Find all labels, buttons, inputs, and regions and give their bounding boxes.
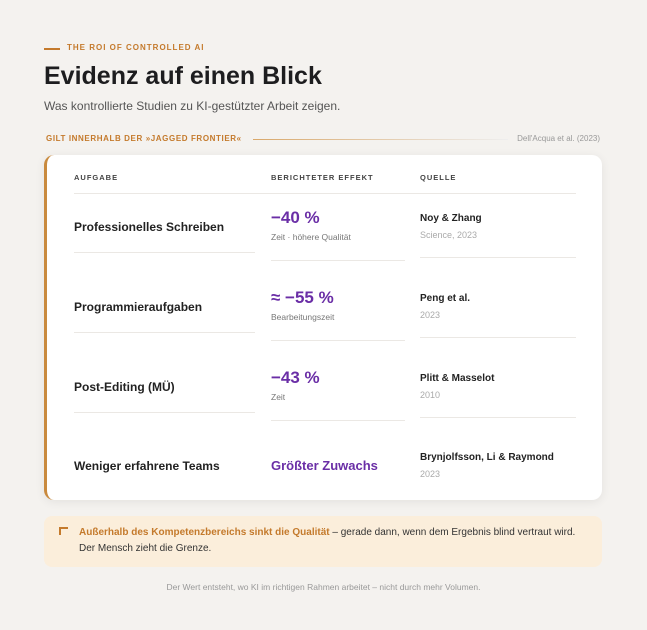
- header-rule: [74, 193, 576, 194]
- row-rule: [74, 252, 255, 253]
- callout-text: Außerhalb des Kompetenzbereichs sinkt di…: [79, 525, 589, 557]
- row-rule: [420, 337, 576, 338]
- effect-note: Bearbeitungszeit: [271, 312, 335, 322]
- source: Peng et al.: [420, 293, 471, 304]
- title: Evidenz auf einen Blick: [44, 62, 322, 90]
- column-header: BERICHTETER EFFEKT: [271, 173, 374, 182]
- column-header: QUELLE: [420, 173, 457, 182]
- source: Plitt & Masselot: [420, 373, 495, 384]
- section-rule: [253, 139, 508, 140]
- effect-note: Zeit: [271, 392, 286, 402]
- source-detail: 2023: [420, 469, 441, 479]
- eyebrow-rule: [44, 48, 60, 50]
- effect: −40 %: [271, 208, 320, 227]
- source: Noy & Zhang: [420, 213, 482, 224]
- effect: ≈ −55 %: [271, 288, 334, 307]
- section-source: Dell'Acqua et al. (2023): [517, 134, 600, 143]
- eyebrow: THE ROI OF CONTROLLED AI: [67, 43, 205, 52]
- row-rule: [271, 420, 405, 421]
- task: Post-Editing (MÜ): [74, 380, 175, 394]
- effect: Größter Zuwachs: [271, 458, 378, 473]
- source-detail: 2010: [420, 390, 441, 400]
- effect-note: Zeit · höhere Qualität: [271, 232, 351, 242]
- callout: [44, 516, 602, 567]
- task: Programmieraufgaben: [74, 300, 203, 314]
- source: Brynjolfsson, Li & Raymond: [420, 452, 554, 463]
- source-detail: 2023: [420, 310, 441, 320]
- table-card: [44, 155, 602, 500]
- task: Professionelles Schreiben: [74, 220, 225, 234]
- row-rule: [420, 257, 576, 258]
- row-rule: [271, 340, 405, 341]
- footer: Der Wert entsteht, wo KI im richtigen Ra…: [166, 582, 481, 592]
- callout-body: – gerade dann, wenn dem Ergebnis blind v…: [79, 527, 576, 554]
- subtitle: Was kontrollierte Studien zu KI-gestützt…: [44, 99, 341, 113]
- row-rule: [74, 332, 255, 333]
- source-detail: Science, 2023: [420, 230, 478, 240]
- row-rule: [271, 260, 405, 261]
- effect: −43 %: [271, 368, 320, 387]
- row-rule: [74, 412, 255, 413]
- section-label: GILT INNERHALB DER »JAGGED FRONTIER«: [46, 134, 242, 143]
- row-rule: [420, 417, 576, 418]
- callout-emphasis: Außerhalb des Kompetenzbereichs sinkt di…: [79, 527, 330, 538]
- column-header: AUFGABE: [74, 173, 119, 182]
- callout-icon: [59, 527, 68, 535]
- task: Weniger erfahrene Teams: [74, 459, 220, 473]
